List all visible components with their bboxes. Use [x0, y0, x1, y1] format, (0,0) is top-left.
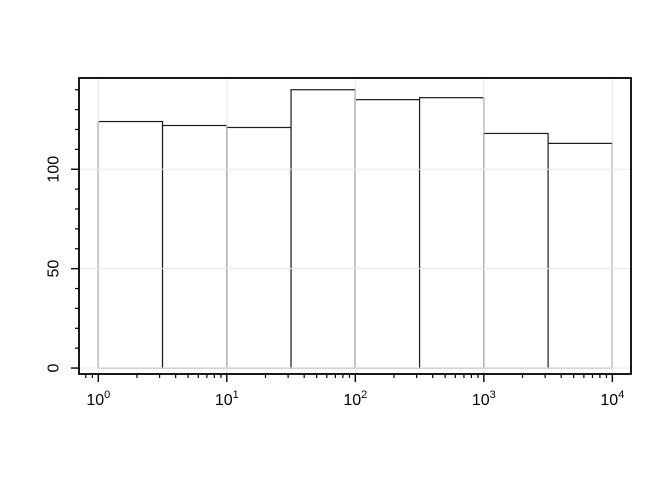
histogram-bar — [354, 99, 421, 369]
x-axis-tick-label: 101 — [215, 389, 239, 409]
histogram-bar — [161, 124, 228, 369]
histogram-bar — [418, 97, 485, 369]
x-axis-tick-label: 100 — [86, 389, 110, 409]
y-axis-tick-label: 50 — [46, 260, 63, 278]
histogram-bar — [226, 126, 292, 369]
x-axis-tick-label: 102 — [343, 389, 367, 409]
histogram-bar — [547, 142, 613, 369]
histogram-bar — [483, 132, 549, 369]
x-axis-tick-label: 104 — [600, 389, 624, 409]
histogram-bar — [97, 120, 164, 369]
y-axis-tick-label: 0 — [46, 363, 63, 372]
x-axis-tick-label: 103 — [472, 389, 496, 409]
histogram-bar — [290, 89, 356, 369]
y-axis-tick-label: 100 — [46, 156, 63, 183]
